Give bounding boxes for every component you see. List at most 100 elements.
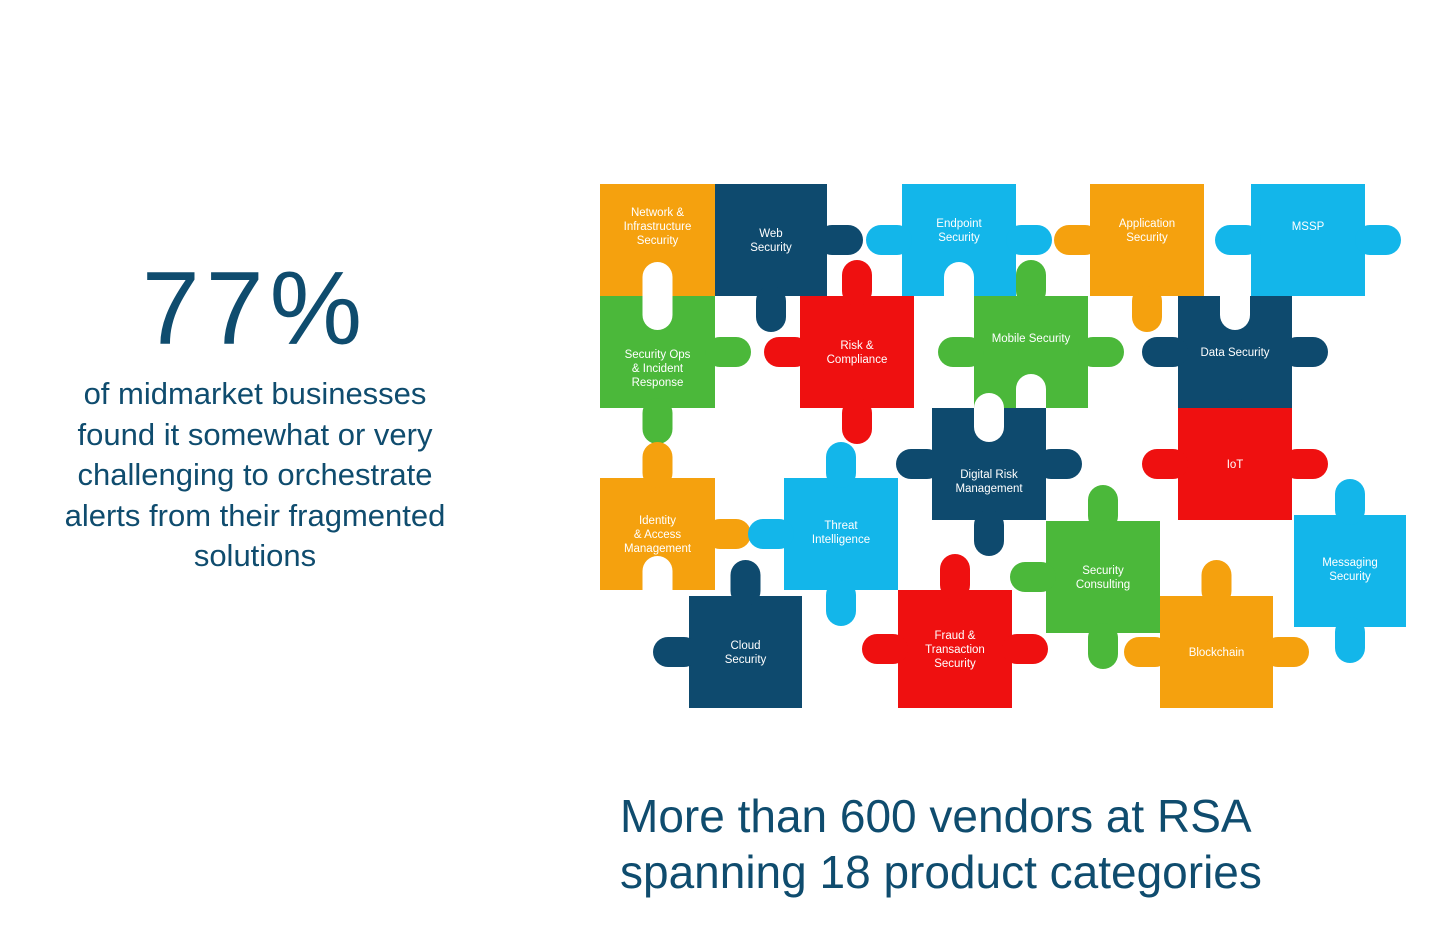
puzzle-label-line: Application <box>1119 218 1175 230</box>
puzzle-label-line: Fraud & <box>935 630 976 642</box>
puzzle-label-application: Application Security <box>1119 218 1175 244</box>
puzzle-label-line: Endpoint <box>936 218 982 230</box>
puzzle-piece-body <box>715 184 827 296</box>
puzzle-tab <box>938 337 984 367</box>
puzzle-label-line: Security <box>938 232 980 244</box>
puzzle-piece-iot <box>1142 408 1328 520</box>
puzzle-label-line: Consulting <box>1076 579 1130 591</box>
puzzle-piece-web <box>715 184 863 332</box>
tagline: More than 600 vendors at RSA spanning 18… <box>620 788 1420 900</box>
puzzle-tab <box>1002 634 1048 664</box>
puzzle-label-line: & Access <box>634 529 682 541</box>
puzzle-piece-consulting <box>1010 485 1160 669</box>
puzzle-notch <box>642 281 673 330</box>
puzzle-tab <box>1282 337 1328 367</box>
puzzle-piece-secops <box>600 281 751 444</box>
puzzle-tab <box>705 519 751 549</box>
puzzle-label-line: IoT <box>1227 459 1244 471</box>
puzzle-label-line: Web <box>759 228 782 240</box>
puzzle-tab <box>1088 485 1118 531</box>
puzzle-label-line: Security <box>750 242 792 254</box>
puzzle-label-line: Transaction <box>925 644 985 656</box>
puzzle-label-line: Security <box>1082 565 1124 577</box>
puzzle-piece-body <box>1251 184 1365 296</box>
puzzle-piece-mssp <box>1215 184 1401 296</box>
puzzle-tab <box>705 337 751 367</box>
puzzle-label-line: Management <box>624 543 692 555</box>
puzzle-label-line: Network & <box>631 207 684 219</box>
puzzle-tab <box>842 260 872 306</box>
puzzle-label-messaging: Messaging Security <box>1322 557 1378 583</box>
puzzle-label-line: Response <box>632 377 684 389</box>
puzzle-piece-fraud <box>862 554 1048 708</box>
puzzle-tab <box>764 337 810 367</box>
puzzle-notch <box>974 393 1004 442</box>
puzzle-tab <box>1006 225 1052 255</box>
puzzle-piece-risk <box>764 260 914 444</box>
puzzle-label-line: Security Ops <box>625 349 691 361</box>
puzzle-notch <box>944 262 974 311</box>
puzzle-label-line: & Incident <box>632 363 684 375</box>
puzzle-label-line: Management <box>955 483 1023 495</box>
puzzle-tab <box>1335 479 1365 525</box>
puzzle-piece-body <box>800 296 914 408</box>
puzzle-tab <box>974 510 1004 556</box>
puzzle-piece-messaging <box>1294 479 1406 663</box>
puzzle-notch <box>642 556 673 605</box>
puzzle-label-risk: Risk & Compliance <box>827 340 888 366</box>
puzzle-tab <box>653 637 699 667</box>
puzzle-label-line: Compliance <box>827 354 888 366</box>
puzzle-label-line: Threat <box>824 520 858 532</box>
puzzle-tab <box>1124 637 1170 667</box>
puzzle-tab <box>1263 637 1309 667</box>
puzzle-label-network: Network & Infrastructure Security <box>624 207 692 247</box>
puzzle-label-line: Messaging <box>1322 557 1378 569</box>
tagline-line-1: More than 600 vendors at RSA <box>620 790 1252 842</box>
puzzle-tab <box>1335 617 1365 663</box>
puzzle-label-line: Security <box>637 235 679 247</box>
puzzle-piece-body <box>1090 184 1204 296</box>
puzzle-tab <box>1088 623 1118 669</box>
puzzle-tab <box>842 398 872 444</box>
puzzle-label-line: Security <box>1329 571 1371 583</box>
puzzle-label-mobile: Mobile Security <box>992 333 1071 345</box>
puzzle-label-line: Identity <box>639 515 676 527</box>
puzzle-tab <box>1054 225 1100 255</box>
puzzle-label-blockchain: Blockchain <box>1189 647 1245 659</box>
puzzle-label-cloud: Cloud Security <box>725 640 767 666</box>
puzzle-label-mssp: MSSP <box>1292 221 1325 233</box>
puzzle-tab <box>817 225 863 255</box>
puzzle-label-data: Data Security <box>1200 347 1269 359</box>
puzzle-piece-body <box>1178 408 1292 520</box>
puzzle-label-line: MSSP <box>1292 221 1325 233</box>
puzzle-tab <box>1142 449 1188 479</box>
puzzle-label-line: Intelligence <box>812 534 870 546</box>
puzzle-tab <box>756 286 786 332</box>
puzzle-piece-body <box>1046 521 1160 633</box>
puzzle-piece-body <box>689 596 802 708</box>
puzzle-piece-threat <box>748 442 898 626</box>
puzzle-label-digitalrisk: Digital Risk Management <box>955 469 1023 495</box>
puzzle-tab <box>862 634 908 664</box>
puzzle-tab <box>896 449 942 479</box>
puzzle-tab <box>642 398 673 444</box>
puzzle-piece-blockchain <box>1124 560 1309 708</box>
puzzle-notch <box>1220 281 1250 330</box>
puzzle-tab <box>1132 286 1162 332</box>
tagline-line-2: spanning 18 product categories <box>620 846 1262 898</box>
puzzle-tab <box>1142 337 1188 367</box>
puzzle-tab <box>730 560 761 606</box>
puzzle-piece-body <box>784 478 898 590</box>
puzzle-tab <box>866 225 912 255</box>
puzzle-piece-body <box>1160 596 1273 708</box>
puzzle-tab <box>940 554 970 600</box>
puzzle-piece-cloud <box>653 560 802 708</box>
puzzle-piece-body <box>1294 515 1406 627</box>
puzzle-tab <box>1010 562 1056 592</box>
puzzle-tab <box>1215 225 1261 255</box>
puzzle-label-line: Security <box>725 654 767 666</box>
stat-block: 77% of midmarket businesses found it som… <box>40 254 470 577</box>
puzzle-label-iot: IoT <box>1227 459 1244 471</box>
puzzle-label-line: Cloud <box>730 640 760 652</box>
